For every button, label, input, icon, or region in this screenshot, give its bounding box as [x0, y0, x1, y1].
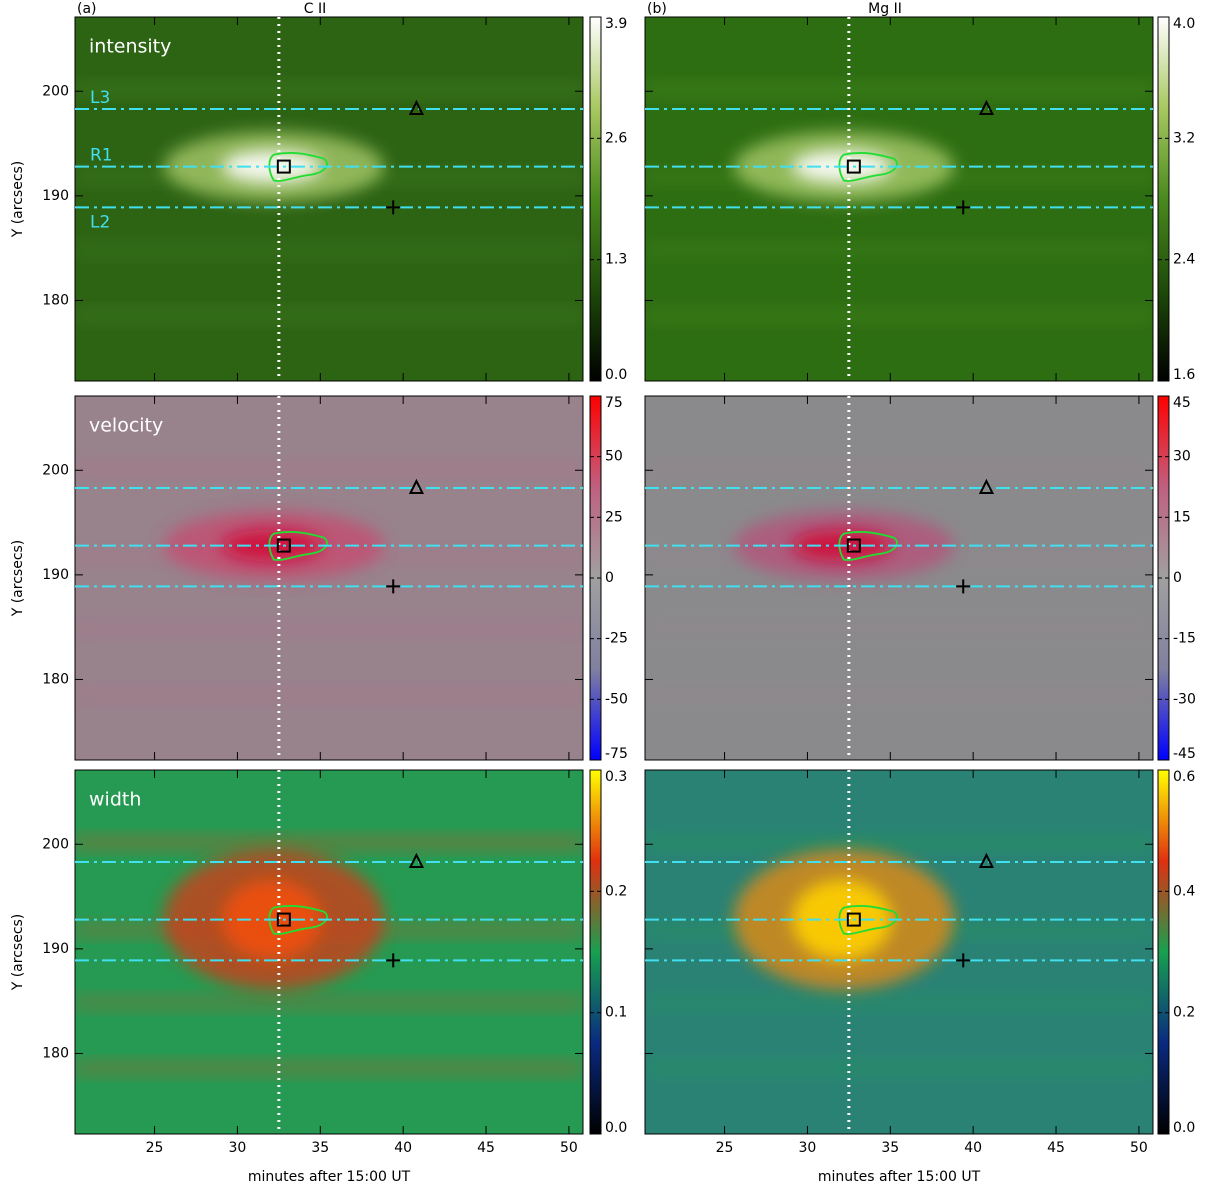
- y-axis-label: Y (arcsecs): [10, 540, 26, 618]
- x-tick-label: 35: [881, 1140, 899, 1156]
- colorbar-tick-label: 0.1: [605, 1005, 627, 1021]
- colorbar-tick-label: -45: [1173, 746, 1196, 762]
- colorbar-tick-label: 0.0: [605, 367, 627, 383]
- y-tick-label: 190: [42, 188, 69, 204]
- heatmap-image: [645, 17, 1153, 381]
- colorbar-tick-label: 3.9: [605, 16, 627, 32]
- heatmap-image: [645, 770, 1153, 1134]
- heatmap-band: [75, 308, 583, 322]
- heatmap-band: [645, 1061, 1153, 1075]
- heatmap-band: [75, 1061, 583, 1075]
- heatmap-image: [75, 770, 583, 1134]
- colorbar-tick-label: 2.6: [605, 130, 627, 146]
- colorbar-tick-label: 0: [1173, 570, 1182, 586]
- colorbar: [590, 17, 601, 381]
- slit-label: R1: [90, 146, 113, 166]
- heatmap-band: [645, 622, 1153, 636]
- heatmap-band: [645, 243, 1153, 257]
- column-title: C II: [304, 1, 326, 17]
- heatmap-band: [75, 83, 583, 97]
- heatmap-image: [75, 17, 583, 381]
- colorbar-tick-label: 1.3: [605, 252, 627, 268]
- colorbar-tick-label: -75: [605, 746, 628, 762]
- heatmap-band: [645, 687, 1153, 701]
- colorbar-tick-label: 0.0: [605, 1120, 627, 1136]
- column-title: Mg II: [868, 1, 902, 17]
- heatmap-band: [75, 836, 583, 850]
- x-axis-label: minutes after 15:00 UT: [248, 1169, 411, 1185]
- y-tick-label: 180: [42, 1045, 69, 1061]
- colorbar-tick-label: 0.6: [1173, 769, 1195, 785]
- colorbar-tick-label: 45: [1173, 395, 1191, 411]
- panel-tag: (b): [647, 1, 667, 17]
- heatmap-band: [645, 836, 1153, 850]
- x-tick-label: 50: [1130, 1140, 1148, 1156]
- colorbar-tick-label: 2.4: [1173, 252, 1195, 268]
- x-tick-label: 50: [560, 1140, 578, 1156]
- colorbar: [1158, 770, 1169, 1134]
- heatmap-band: [645, 83, 1153, 97]
- colorbar-tick-label: 0.0: [1173, 1120, 1195, 1136]
- x-tick-label: 35: [311, 1140, 329, 1156]
- colorbar: [590, 770, 601, 1134]
- y-axis-label: Y (arcsecs): [10, 161, 26, 239]
- heatmap-band: [75, 687, 583, 701]
- panel-tag: (a): [77, 1, 97, 17]
- heatmap-image: [645, 396, 1153, 760]
- colorbar-tick-label: -30: [1173, 691, 1196, 707]
- colorbar-tick-label: -50: [605, 691, 628, 707]
- y-tick-label: 180: [42, 292, 69, 308]
- colorbar-tick-label: 15: [1173, 509, 1191, 525]
- figure: (a) C II minutes after 15:00 UT (b) Mg II min…: [0, 0, 1221, 1189]
- colorbar-tick-label: -15: [1173, 631, 1196, 647]
- x-tick-label: 40: [394, 1140, 412, 1156]
- colorbar-tick-label: 3.2: [1173, 130, 1195, 146]
- y-tick-label: 200: [42, 83, 69, 99]
- slit-label: L3: [90, 88, 110, 108]
- x-tick-label: 25: [146, 1140, 164, 1156]
- panel-label: width: [89, 789, 141, 811]
- y-tick-label: 190: [42, 941, 69, 957]
- heatmap-background: [645, 17, 1153, 381]
- colorbar-tick-label: 25: [605, 509, 623, 525]
- x-tick-label: 25: [716, 1140, 734, 1156]
- x-axis-label: minutes after 15:00 UT: [818, 1169, 981, 1185]
- x-tick-label: 30: [799, 1140, 817, 1156]
- colorbar-tick-label: -25: [605, 631, 628, 647]
- y-tick-label: 190: [42, 567, 69, 583]
- colorbar-tick-label: 0.2: [605, 883, 627, 899]
- x-tick-label: 45: [477, 1140, 495, 1156]
- panel-label: intensity: [89, 36, 171, 58]
- colorbar-tick-label: 4.0: [1173, 16, 1195, 32]
- x-tick-label: 40: [964, 1140, 982, 1156]
- x-tick-label: 45: [1047, 1140, 1065, 1156]
- heatmap-background: [645, 396, 1153, 760]
- colorbar-tick-label: 0: [605, 570, 614, 586]
- colorbar-tick-label: 0.2: [1173, 1005, 1195, 1021]
- panel-label: velocity: [89, 415, 163, 437]
- y-tick-label: 180: [42, 671, 69, 687]
- heatmap-band: [75, 622, 583, 636]
- heatmap-band: [645, 308, 1153, 322]
- heatmap-band: [645, 996, 1153, 1010]
- colorbar-tick-label: 0.3: [605, 769, 627, 785]
- heatmap-background: [75, 396, 583, 760]
- heatmap-background: [75, 17, 583, 381]
- colorbar-tick-label: 30: [1173, 449, 1191, 465]
- slit-label: L2: [90, 212, 110, 232]
- heatmap-band: [75, 243, 583, 257]
- colorbar-tick-label: 50: [605, 449, 623, 465]
- colorbar-tick-label: 1.6: [1173, 367, 1195, 383]
- x-tick-label: 30: [229, 1140, 247, 1156]
- heatmap-band: [645, 462, 1153, 476]
- heatmap-band: [75, 462, 583, 476]
- heatmap-image: [75, 396, 583, 760]
- colorbar-tick-label: 75: [605, 395, 623, 411]
- colorbar: [1158, 17, 1169, 381]
- heatmap-band: [75, 996, 583, 1010]
- colorbar-tick-label: 0.4: [1173, 883, 1195, 899]
- y-tick-label: 200: [42, 462, 69, 478]
- y-axis-label: Y (arcsecs): [10, 914, 26, 992]
- y-tick-label: 200: [42, 836, 69, 852]
